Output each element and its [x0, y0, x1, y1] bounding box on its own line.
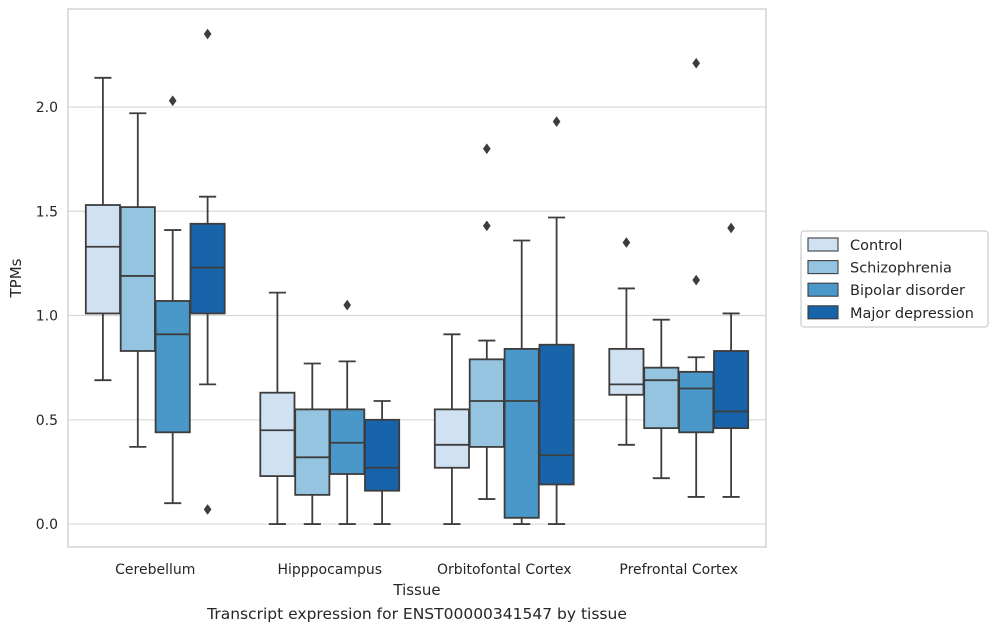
- outlier-point: [692, 274, 701, 286]
- outlier-point: [727, 222, 736, 234]
- box: [154, 300, 191, 434]
- box: [643, 366, 680, 430]
- y-tick-label: 1.5: [36, 204, 58, 220]
- y-tick-label: 1.0: [36, 309, 58, 325]
- box: [259, 391, 296, 478]
- x-tick-label: Orbitofontal Cortex: [437, 562, 572, 578]
- outlier-point: [622, 237, 631, 248]
- outlier-point: [343, 299, 352, 311]
- plot-frame: [67, 8, 767, 548]
- legend-swatch: [807, 237, 839, 252]
- legend-swatch: [807, 282, 839, 297]
- box: [608, 347, 645, 396]
- legend-label: Major depression: [850, 306, 974, 322]
- box: [538, 343, 575, 486]
- legend-swatch: [807, 305, 839, 320]
- figure-caption: Transcript expression for ENST0000034154…: [207, 605, 627, 623]
- box: [329, 408, 366, 475]
- box: [84, 204, 121, 315]
- box: [713, 350, 750, 430]
- legend: [800, 230, 989, 328]
- outlier-point: [552, 116, 561, 128]
- y-tick-label: 0.5: [36, 413, 58, 429]
- x-tick-label: Prefrontal Cortex: [619, 562, 738, 578]
- legend-swatch: [807, 260, 839, 275]
- outlier-point: [482, 220, 491, 232]
- x-tick-label: Cerebellum: [115, 562, 195, 578]
- y-axis-label: TPMs: [7, 258, 25, 298]
- outlier-point: [692, 57, 701, 69]
- box: [294, 408, 331, 496]
- legend-label: Bipolar disorder: [850, 283, 965, 299]
- legend-label: Control: [850, 238, 902, 254]
- box: [678, 370, 715, 434]
- outlier-point: [482, 143, 491, 155]
- legend-label: Schizophrenia: [850, 261, 952, 277]
- box: [503, 347, 540, 519]
- outlier-point: [203, 504, 212, 515]
- y-tick-label: 0.0: [36, 517, 58, 533]
- y-tick-label: 2.0: [36, 100, 58, 116]
- box: [119, 206, 156, 352]
- box: [189, 222, 226, 315]
- x-tick-label: Hipppocampus: [277, 562, 382, 578]
- box: [433, 408, 470, 469]
- box: [364, 418, 401, 492]
- outlier-point: [203, 28, 212, 40]
- x-axis-label: Tissue: [392, 581, 440, 599]
- outlier-point: [168, 95, 177, 107]
- box: [468, 358, 505, 448]
